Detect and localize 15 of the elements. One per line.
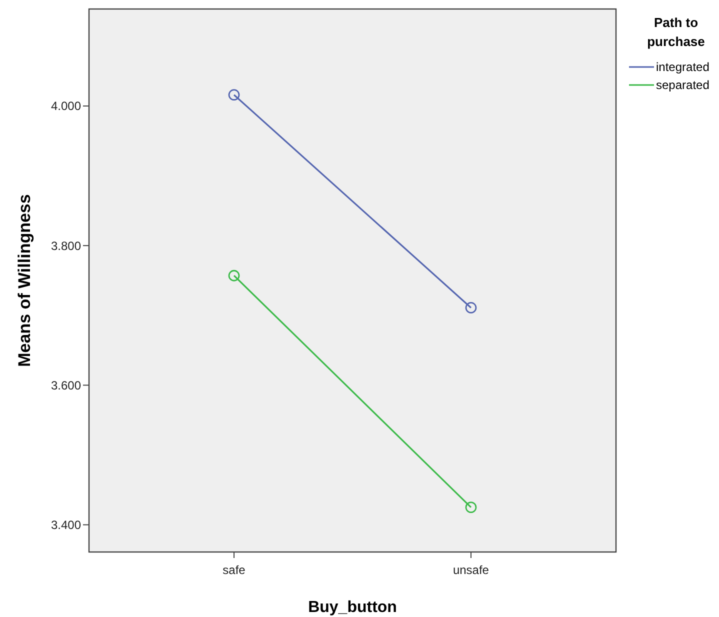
point — [465, 502, 477, 514]
y-tick-label: 3.400 — [50, 518, 82, 532]
point — [465, 302, 477, 314]
legend-label: integrated — [656, 60, 710, 74]
point — [228, 270, 240, 282]
x-tick-label: unsafe — [452, 563, 490, 577]
legend-label: separated — [656, 78, 710, 92]
y-tick-label: 4.000 — [50, 99, 82, 114]
legend-title: Path to purchase — [647, 15, 705, 49]
point — [228, 89, 240, 101]
x-axis-title: Buy_button — [308, 599, 397, 616]
x-tick-label: safe — [222, 563, 246, 577]
y-axis-title: Means of Willingness — [15, 194, 34, 367]
y-tick-label: 3.600 — [50, 378, 82, 392]
y-tick-label: 3.800 — [50, 238, 82, 253]
